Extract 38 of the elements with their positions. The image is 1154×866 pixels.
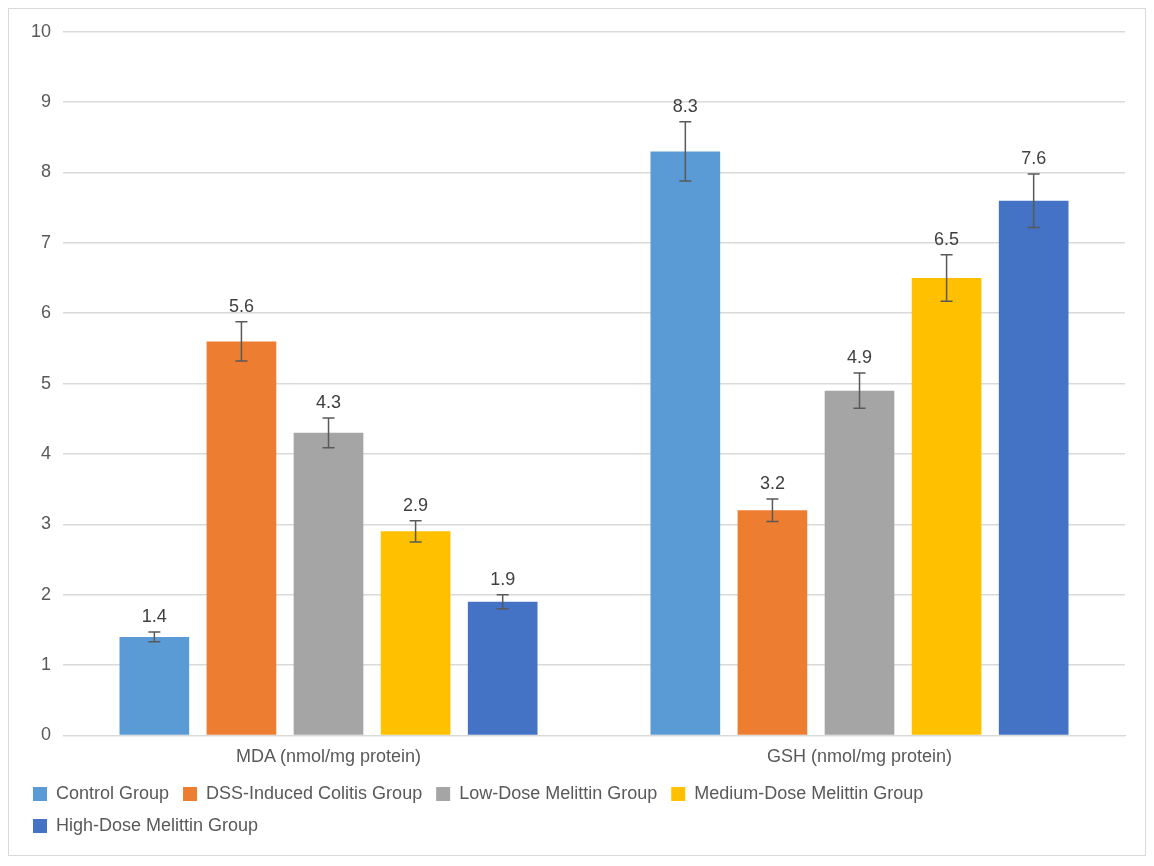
bar [380,531,451,735]
data-label: 7.6 [1021,147,1047,168]
data-label: 1.4 [141,605,167,626]
data-label: 1.9 [490,568,516,589]
y-tick-label: 6 [41,302,52,323]
data-label: 3.2 [759,472,785,493]
legend-label: Medium-Dose Melittin Group [694,782,924,803]
y-tick-label: 8 [41,161,52,182]
data-label: 4.3 [316,392,342,413]
y-tick-label: 7 [41,231,52,252]
y-tick-label: 4 [41,442,52,463]
y-tick-label: 3 [41,513,52,534]
y-tick-label: 1 [41,654,52,675]
data-label: 6.5 [934,228,960,249]
bar [467,601,538,735]
bar [737,510,808,735]
bar [911,278,982,735]
y-tick-label: 9 [41,91,52,112]
data-label: 2.9 [403,494,429,515]
y-tick-label: 0 [41,724,52,745]
legend-label: Control Group [56,782,170,803]
data-label: 5.6 [228,295,254,316]
legend-label: DSS-Induced Colitis Group [206,782,423,803]
bar [998,200,1069,735]
bar [119,636,190,735]
bar [293,432,364,735]
legend-label: Low-Dose Melittin Group [459,782,658,803]
x-tick-label: MDA (nmol/mg protein) [235,746,422,767]
data-label: 8.3 [672,95,698,116]
bar [824,390,895,735]
y-tick-label: 5 [41,372,52,393]
y-tick-label: 10 [30,20,52,41]
y-tick-label: 2 [41,583,52,604]
data-label: 4.9 [846,347,873,368]
legend-label: High-Dose Melittin Group [56,814,259,835]
bar [206,341,277,735]
bar [650,151,721,735]
x-tick-label: GSH (nmol/mg protein) [766,746,953,767]
